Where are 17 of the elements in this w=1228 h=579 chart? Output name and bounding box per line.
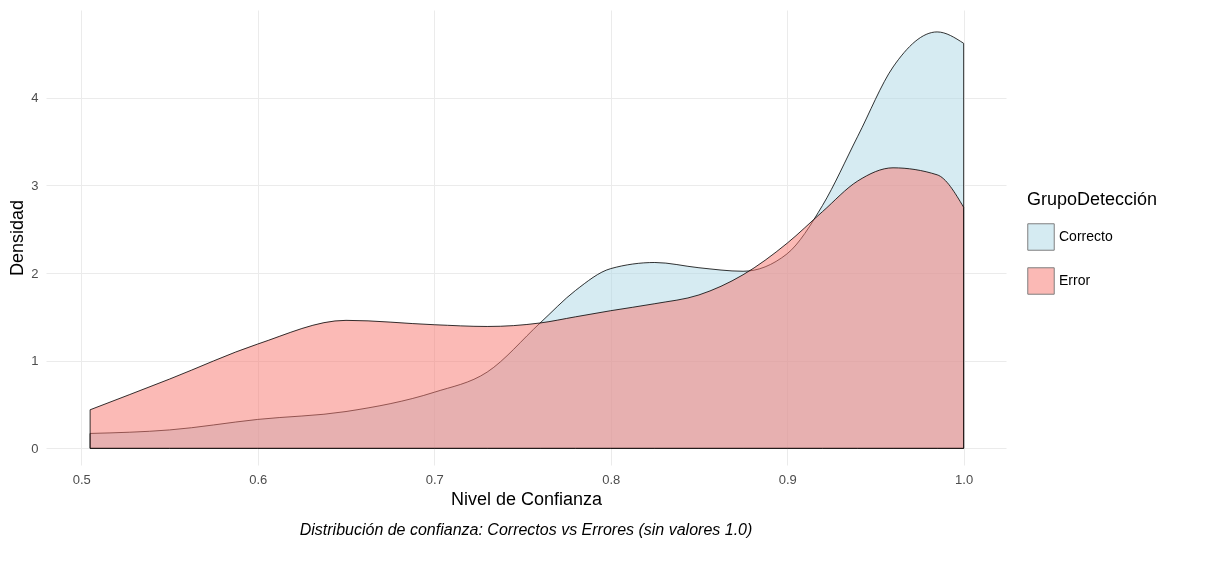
y-tick-label: 2 <box>31 265 39 281</box>
x-tick-label: 0.6 <box>249 471 268 487</box>
legend-label: Correcto <box>1059 228 1113 244</box>
y-tick-label: 0 <box>31 440 39 456</box>
x-tick-label: 0.9 <box>778 471 797 487</box>
x-tick-label: 0.8 <box>602 471 621 487</box>
text: Distribución de confianza: Correctos vs Errores (sin valores 1.0) <box>299 521 753 538</box>
y-tick-label: 1 <box>31 353 39 369</box>
x-tick-label: 0.7 <box>425 471 444 487</box>
y-axis-title: Densidad <box>7 199 28 277</box>
x-tick-label: 1.0 <box>955 471 974 487</box>
y-tick-label: 4 <box>31 90 39 106</box>
legend-title: GrupoDetección <box>1027 189 1158 209</box>
x-axis-title: Nivel de Confianza <box>450 488 604 509</box>
x-tick-label: 0.5 <box>72 471 91 487</box>
y-tick-label: 3 <box>31 177 39 193</box>
legend-label: Error <box>1059 272 1091 288</box>
